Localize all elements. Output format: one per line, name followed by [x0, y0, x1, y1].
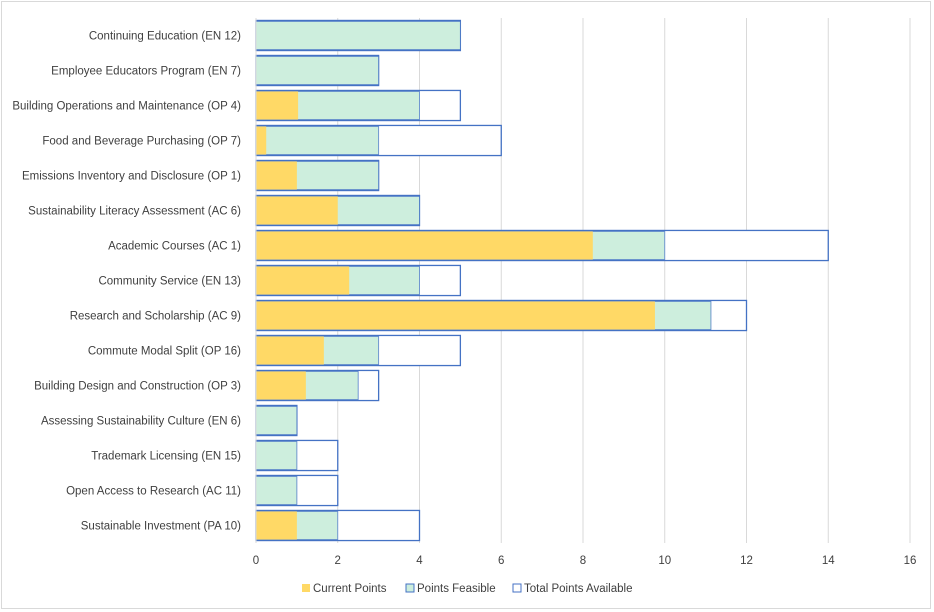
legend-label: Points Feasible	[417, 583, 496, 595]
bar-points-feasible	[255, 476, 298, 506]
legend-swatch	[512, 583, 522, 593]
category-label: Building Design and Construction (OP 3)	[34, 381, 241, 393]
x-tick-label: 16	[904, 555, 917, 567]
category-label: Community Service (EN 13)	[98, 276, 241, 288]
legend-label: Current Points	[313, 583, 387, 595]
bar-points-feasible	[255, 406, 298, 436]
x-tick-label: 0	[253, 555, 259, 567]
bar-current-points	[256, 301, 655, 330]
category-label: Sustainability Literacy Assessment (AC 6…	[28, 206, 241, 218]
x-tick-label: 10	[658, 555, 671, 567]
bar-current-points	[256, 161, 297, 190]
x-tick-label: 4	[416, 555, 423, 567]
legend-swatch	[405, 583, 415, 593]
bar-current-points	[256, 126, 267, 155]
bar-current-points	[256, 231, 593, 260]
category-label: Emissions Inventory and Disclosure (OP 1…	[22, 171, 241, 183]
category-label: Open Access to Research (AC 11)	[66, 486, 241, 498]
bar-current-points	[256, 336, 324, 365]
bar-points-feasible	[255, 125, 380, 155]
bar-current-points	[256, 91, 299, 120]
category-label: Employee Educators Program (EN 7)	[51, 66, 241, 78]
legend-swatch	[302, 584, 310, 592]
category-label: Continuing Education (EN 12)	[89, 31, 241, 43]
category-label: Assessing Sustainability Culture (EN 6)	[41, 416, 241, 428]
bar-points-feasible	[255, 441, 298, 471]
category-label: Building Operations and Maintenance (OP …	[12, 101, 241, 113]
x-tick-label: 8	[580, 555, 586, 567]
bar-current-points	[256, 266, 350, 295]
bar-current-points	[256, 511, 297, 540]
x-tick-label: 12	[740, 555, 753, 567]
category-label: Research and Scholarship (AC 9)	[70, 311, 241, 323]
category-label: Sustainable Investment (PA 10)	[81, 521, 241, 533]
bar-points-feasible	[255, 21, 461, 51]
category-label: Academic Courses (AC 1)	[108, 241, 241, 253]
x-tick-label: 2	[335, 555, 341, 567]
bar-current-points	[256, 196, 338, 225]
legend-label: Total Points Available	[524, 583, 632, 595]
category-label: Food and Beverage Purchasing (OP 7)	[42, 136, 241, 148]
bar-points-feasible	[255, 56, 380, 86]
bar-current-points	[256, 371, 306, 400]
x-tick-label: 14	[822, 555, 835, 567]
category-label: Trademark Licensing (EN 15)	[91, 451, 241, 463]
x-tick-label: 6	[498, 555, 504, 567]
category-label: Commute Modal Split (OP 16)	[88, 346, 241, 358]
